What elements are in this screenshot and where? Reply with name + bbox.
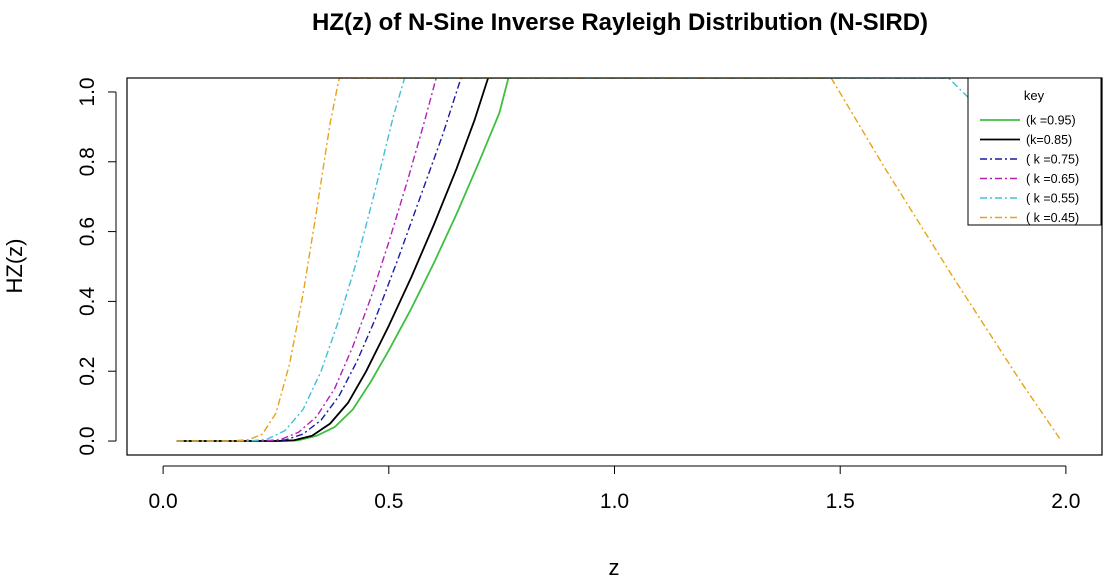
chart-title: HZ(z) of N-Sine Inverse Rayleigh Distrib… [312,9,928,36]
legend-label-4: ( k =0.55) [1026,192,1079,206]
x-tick-label-3: 1.5 [826,490,855,513]
legend-label-3: ( k =0.65) [1026,172,1079,186]
series-line-0 [176,78,510,442]
legend-title: key [1024,88,1045,103]
series-line-2 [176,78,462,442]
y-tick-label-1: 0.2 [76,357,99,386]
legend-label-5: ( k =0.45) [1026,211,1079,225]
y-tick-label-4: 0.8 [76,147,99,176]
series-line-5 [176,78,1062,442]
legend-label-0: (k =0.95) [1026,114,1076,128]
series-line-1 [176,78,489,442]
plot-area [176,78,1067,442]
y-tick-label-2: 0.4 [76,286,99,316]
series-line-3 [176,78,437,442]
legend-label-2: ( k =0.75) [1026,153,1079,167]
y-tick-label-5: 1.0 [76,77,99,106]
x-tick-label-4: 2.0 [1051,490,1080,513]
legend-label-1: (k=0.85) [1026,133,1072,147]
y-tick-label-3: 0.6 [76,217,99,246]
legend: key (k =0.95) (k=0.85) ( k =0.75) ( k =0.65)… [967,77,1102,226]
x-tick-label-1: 0.5 [374,490,403,513]
plot-frame [126,77,1103,456]
axes: 0.0 0.5 1.0 1.5 2.0 0.0 0.2 0.4 0.6 0.8 1.0 [76,77,1080,513]
x-tick-label-0: 0.0 [149,490,178,513]
y-tick-label-0: 0.0 [76,426,99,455]
legend-box [967,77,1102,226]
x-axis-label: z [609,555,620,580]
series-line-4 [176,78,1008,442]
x-tick-label-2: 1.0 [600,490,629,513]
y-axis-label: HZ(z) [2,239,27,294]
